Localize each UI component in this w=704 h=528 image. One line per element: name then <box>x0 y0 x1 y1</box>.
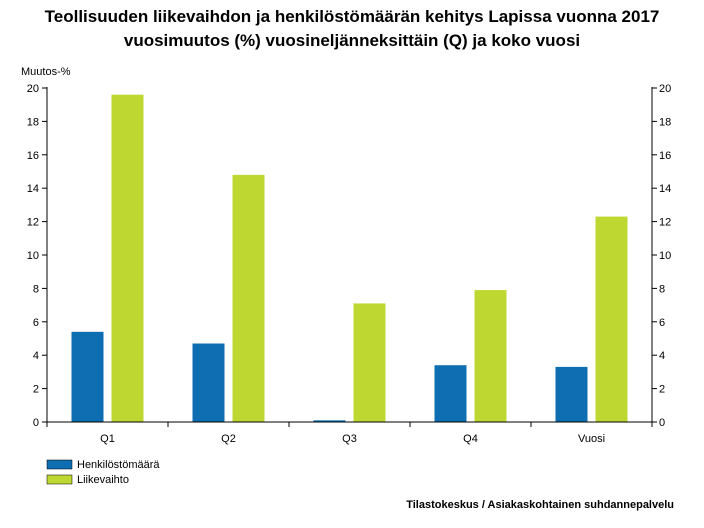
right-tick-label: 18 <box>659 116 671 128</box>
left-tick-label: 12 <box>27 217 39 229</box>
left-tick-label: 2 <box>33 384 39 396</box>
right-axis-ticks: 0 2 4 6 8 10 12 14 16 18 20 <box>652 83 671 429</box>
right-tick-label: 16 <box>659 150 671 162</box>
left-tick-label: 10 <box>27 250 39 262</box>
bar-Liikevaihto-Vuosi <box>595 216 628 422</box>
x-tick-label: Q2 <box>221 433 236 445</box>
right-tick-label: 14 <box>659 183 671 195</box>
left-tick-label: 8 <box>33 283 39 295</box>
left-tick-label: 20 <box>27 83 39 95</box>
bar-Liikevaihto-Q3 <box>353 303 386 422</box>
bar-Henkilöstömäärä-Q2 <box>192 343 225 422</box>
left-tick-label: 0 <box>33 417 39 429</box>
left-tick-label: 14 <box>27 183 39 195</box>
right-tick-label: 6 <box>659 317 665 329</box>
bar-Liikevaihto-Q2 <box>232 174 265 422</box>
bar-Liikevaihto-Q4 <box>474 290 507 422</box>
bars <box>71 94 628 423</box>
x-tick-label: Q1 <box>100 433 115 445</box>
right-tick-label: 20 <box>659 83 671 95</box>
legend-swatch-henkilostomaara <box>46 459 73 470</box>
legend-label-henkilostomaara: Henkilöstömäärä <box>77 459 160 471</box>
bar-Henkilöstömäärä-Q4 <box>434 365 467 422</box>
legend: Henkilöstömäärä Liikevaihto <box>46 459 160 486</box>
right-tick-label: 2 <box>659 384 665 396</box>
left-tick-label: 6 <box>33 317 39 329</box>
x-tick-label: Vuosi <box>578 433 605 445</box>
right-tick-label: 0 <box>659 417 665 429</box>
bar-Henkilöstömäärä-Q1 <box>71 331 104 422</box>
right-tick-label: 4 <box>659 350 665 362</box>
chart-title: Teollisuuden liikevaihdon ja henkilöstöm… <box>0 5 704 53</box>
left-axis-ticks: 0 2 4 6 8 10 12 14 16 18 20 <box>27 83 47 429</box>
right-tick-label: 8 <box>659 283 665 295</box>
left-tick-label: 18 <box>27 116 39 128</box>
x-axis-ticks: Q1 Q2 Q3 Q4 Vuosi <box>46 422 653 445</box>
legend-swatch-liikevaihto <box>46 474 73 485</box>
x-tick-label: Q4 <box>463 433 478 445</box>
y-axis-label: Muutos-% <box>21 66 71 78</box>
bar-Henkilöstömäärä-Vuosi <box>555 366 588 422</box>
chart-title-line-1: Teollisuuden liikevaihdon ja henkilöstöm… <box>44 7 660 26</box>
legend-label-liikevaihto: Liikevaihto <box>77 474 129 486</box>
chart-title-line-2: vuosimuutos (%) vuosineljänneksittäin (Q… <box>123 31 581 50</box>
source-note: Tilastokeskus / Asiakaskohtainen suhdann… <box>406 499 674 511</box>
left-tick-label: 16 <box>27 150 39 162</box>
right-tick-label: 10 <box>659 250 671 262</box>
x-tick-label: Q3 <box>342 433 357 445</box>
left-tick-label: 4 <box>33 350 39 362</box>
right-tick-label: 12 <box>659 217 671 229</box>
bar-Liikevaihto-Q1 <box>111 94 144 423</box>
bar-Henkilöstömäärä-Q3 <box>313 420 346 422</box>
